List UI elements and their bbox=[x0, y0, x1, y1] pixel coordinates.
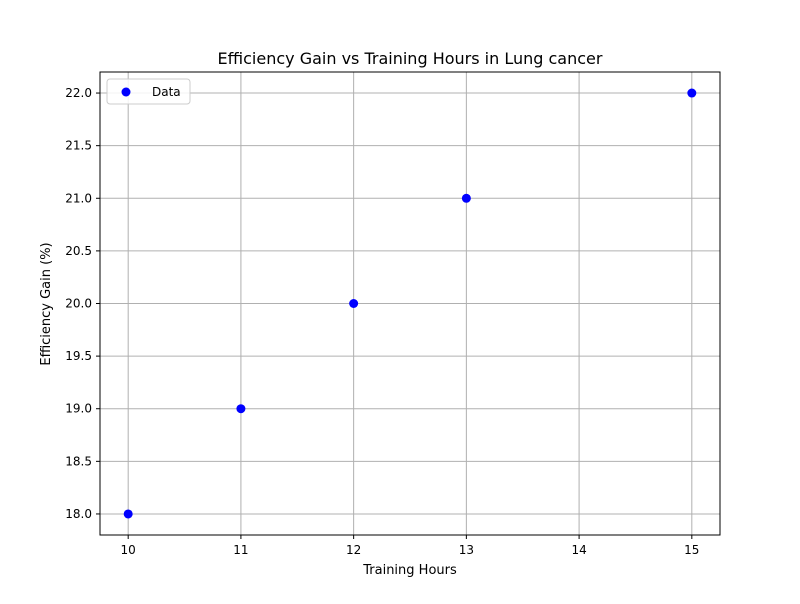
x-tick-label-4: 14 bbox=[571, 543, 586, 557]
data-point-0-2 bbox=[349, 299, 359, 308]
x-tick-label-1: 11 bbox=[233, 543, 248, 557]
y-tick-label-7: 21.5 bbox=[65, 139, 92, 153]
y-axis-label: Efficiency Gain (%) bbox=[39, 242, 54, 365]
data-point-0-0 bbox=[123, 509, 133, 519]
legend-box bbox=[106, 78, 191, 105]
x-axis-label: Training Hours bbox=[362, 563, 457, 578]
grid-lines bbox=[100, 72, 720, 535]
legend-label: Data bbox=[152, 85, 181, 99]
y-tick-label-0: 18.0 bbox=[65, 507, 92, 521]
y-tick-label-8: 22.0 bbox=[65, 86, 92, 100]
data-point-0-1 bbox=[236, 404, 246, 414]
legend: Data bbox=[106, 78, 191, 105]
y-tick-label-4: 20.0 bbox=[65, 297, 92, 311]
x-tick-label-3: 13 bbox=[459, 543, 474, 557]
y-tick-label-1: 18.5 bbox=[65, 454, 92, 468]
y-tick-label-5: 20.5 bbox=[65, 244, 92, 258]
chart-title: Efficiency Gain vs Training Hours in Lun… bbox=[218, 49, 603, 68]
y-tick-label-2: 19.0 bbox=[65, 402, 92, 416]
data-points bbox=[123, 88, 697, 519]
x-tick-label-2: 12 bbox=[346, 543, 361, 557]
ticks: 10 11 12 13 14 15 18.0 18.5 19.0 19.5 20.0 20.5 21.0… bbox=[65, 86, 699, 557]
y-tick-label-3: 19.5 bbox=[65, 349, 92, 363]
data-point-0-4 bbox=[687, 88, 697, 98]
data-point-0-3 bbox=[461, 193, 471, 203]
legend-marker bbox=[121, 87, 131, 97]
x-tick-label-5: 15 bbox=[684, 543, 699, 557]
x-tick-label-0: 10 bbox=[121, 543, 136, 557]
y-tick-label-6: 21.0 bbox=[65, 191, 92, 205]
